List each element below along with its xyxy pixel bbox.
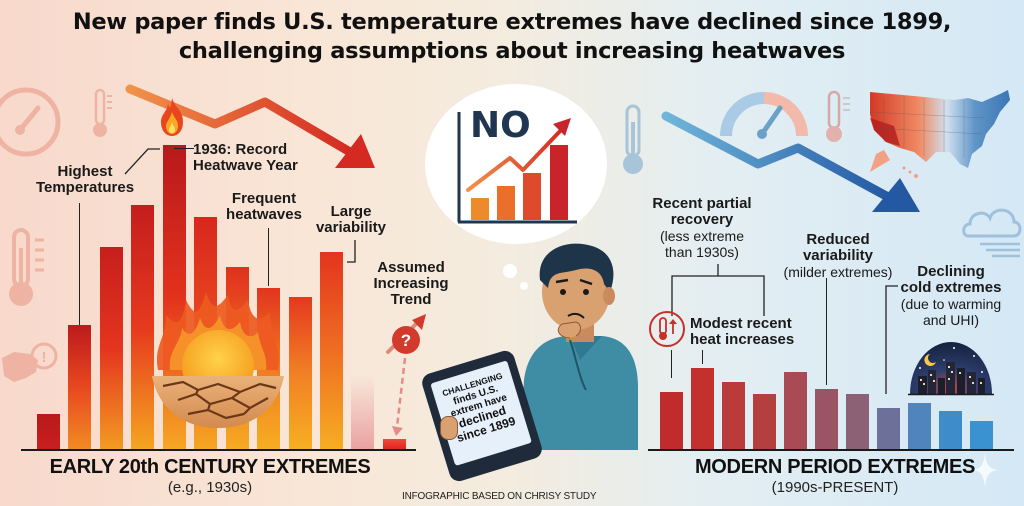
- question-trend-icon: ?: [386, 314, 426, 436]
- thought-bubble-dot: [503, 264, 517, 278]
- no-label: NO: [470, 105, 531, 146]
- leader-line: [347, 240, 356, 263]
- us-map-warning-icon: !: [2, 342, 58, 382]
- annotation-reduced-variability: Reduced variability (milder extremes): [783, 231, 893, 281]
- tablet-screen: CHALLENGING finds U.S. extrem have decli…: [430, 360, 532, 466]
- leader-line: [671, 350, 673, 378]
- leader-line: [79, 203, 80, 325]
- chart-bar: [691, 368, 714, 450]
- flame-icon: [161, 98, 183, 136]
- title-line-2: challenging assumptions about increasing…: [178, 38, 846, 64]
- page-title: New paper finds U.S. temperature extreme…: [0, 8, 1024, 66]
- early-period-axis: [21, 449, 416, 451]
- sparkle-icon: [972, 452, 998, 488]
- chart-bar: [970, 421, 993, 450]
- thought-bubble-dot: [520, 282, 528, 290]
- annotation-declining-cold: Declining cold extremes (due to warming …: [900, 263, 1002, 329]
- us-temperature-map: [869, 90, 1010, 178]
- leader-line: [174, 148, 194, 150]
- chart-bar: [131, 205, 154, 450]
- hand: [440, 416, 458, 440]
- cloud-wind-icon: [962, 208, 1022, 258]
- chart-bar: [100, 247, 123, 450]
- modern-period-title: MODERN PERIOD EXTREMES: [694, 456, 976, 478]
- modern-period-chart: [660, 350, 1020, 450]
- increasing-trend-chart-icon: [457, 112, 577, 224]
- thermometer-icon: [93, 88, 112, 137]
- gauge-icon: [720, 92, 808, 139]
- chart-bar: [784, 372, 807, 450]
- gauge-icon: [0, 87, 61, 157]
- thermometer-up-icon: [649, 311, 685, 347]
- annotation-assumed-trend: Assumed Increasing Trend: [373, 259, 449, 308]
- chart-bar: [289, 297, 312, 450]
- sun-drought-illustration: [152, 292, 284, 428]
- modern-period-axis: [648, 449, 1014, 451]
- chart-bar: [37, 414, 60, 450]
- svg-text:!: !: [42, 349, 47, 366]
- chart-bar: [660, 392, 683, 450]
- chart-bar-faded: [351, 376, 374, 450]
- chart-bar: [908, 403, 931, 450]
- leader-line: [268, 228, 269, 286]
- annotation-modest-heat: Modest recent heat increases: [690, 315, 795, 348]
- leader-line: [124, 148, 160, 175]
- svg-text:?: ?: [401, 331, 411, 350]
- early-period-title: EARLY 20th CENTURY EXTREMES: [49, 456, 371, 478]
- leader-bracket: [671, 264, 765, 316]
- thermometer-icon: [826, 90, 850, 142]
- chart-bar-assumed: [383, 439, 406, 450]
- annotation-1936-record: 1936: Record Heatwave Year: [193, 141, 298, 174]
- annotation-frequent-heatwaves: Frequent heatwaves: [226, 190, 302, 223]
- chart-bar-1936: [163, 145, 186, 450]
- chart-bar: [722, 382, 745, 450]
- leader-line: [702, 350, 704, 364]
- early-period-subtitle: (e.g., 1930s): [167, 479, 253, 496]
- chart-bar: [320, 252, 343, 450]
- chart-bar: [877, 408, 900, 450]
- thermometer-icon: [9, 228, 44, 306]
- annotation-large-variability: Large variability: [315, 203, 387, 236]
- chart-bar: [815, 389, 838, 450]
- leader-line: [885, 285, 898, 394]
- source-footer: INFOGRAPHIC BASED ON CHRISY STUDY: [402, 491, 597, 502]
- chart-bar: [68, 325, 91, 450]
- annotation-recent-recovery: Recent partial recovery (less extreme th…: [652, 195, 752, 261]
- thermometer-icon: [623, 104, 643, 174]
- declining-trend-arrow-blue: [661, 111, 920, 212]
- night-city-icon: [908, 342, 994, 396]
- thinking-person-illustration: [520, 243, 638, 450]
- chart-bar: [846, 394, 869, 450]
- leader-line: [826, 278, 828, 385]
- chart-bar: [753, 394, 776, 450]
- modern-period-subtitle: (1990s-PRESENT): [771, 479, 899, 496]
- annotation-highest-temperatures: Highest Temperatures: [35, 163, 135, 196]
- chart-bar: [939, 411, 962, 450]
- title-line-1: New paper finds U.S. temperature extreme…: [72, 9, 952, 35]
